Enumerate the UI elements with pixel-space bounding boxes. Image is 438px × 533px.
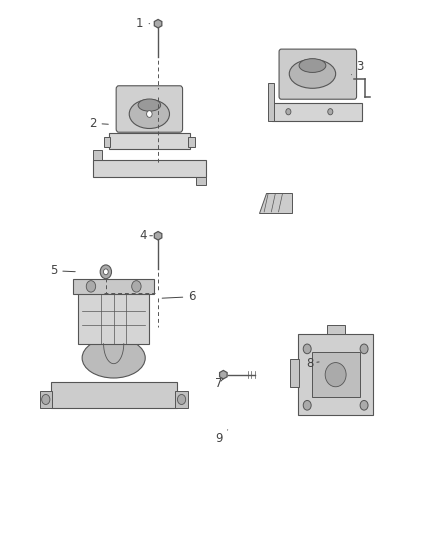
- Bar: [40, 391, 52, 408]
- Bar: [290, 359, 299, 387]
- Text: 7: 7: [215, 377, 223, 390]
- Ellipse shape: [299, 59, 326, 72]
- Circle shape: [360, 400, 368, 410]
- Text: 5: 5: [50, 264, 75, 277]
- Ellipse shape: [82, 338, 145, 378]
- Bar: [327, 325, 345, 334]
- Bar: [93, 160, 206, 177]
- Circle shape: [42, 394, 50, 405]
- Text: 1: 1: [136, 17, 150, 30]
- Text: 8: 8: [307, 357, 319, 369]
- Bar: [176, 391, 187, 408]
- FancyBboxPatch shape: [279, 49, 357, 99]
- Circle shape: [303, 344, 311, 354]
- Bar: [50, 382, 177, 408]
- Circle shape: [286, 109, 291, 115]
- Bar: [73, 279, 154, 294]
- Bar: [104, 138, 110, 148]
- Polygon shape: [154, 231, 162, 240]
- Ellipse shape: [138, 99, 161, 111]
- Bar: [109, 133, 190, 149]
- Circle shape: [103, 269, 108, 274]
- Circle shape: [303, 400, 311, 410]
- Bar: [272, 103, 361, 120]
- Circle shape: [147, 111, 152, 117]
- Text: 9: 9: [215, 430, 228, 446]
- Text: 4: 4: [140, 229, 152, 242]
- Bar: [93, 150, 102, 160]
- Circle shape: [328, 109, 333, 115]
- Bar: [196, 177, 206, 185]
- Bar: [298, 334, 373, 415]
- Bar: [188, 138, 195, 148]
- Text: 2: 2: [89, 117, 108, 130]
- Ellipse shape: [325, 362, 346, 387]
- Polygon shape: [259, 193, 292, 213]
- FancyBboxPatch shape: [116, 86, 183, 132]
- Ellipse shape: [289, 59, 336, 88]
- Circle shape: [177, 394, 186, 405]
- Circle shape: [132, 281, 141, 292]
- Bar: [78, 289, 149, 344]
- Polygon shape: [219, 370, 227, 379]
- Text: 3: 3: [352, 60, 364, 75]
- Bar: [312, 352, 360, 397]
- Polygon shape: [154, 19, 162, 28]
- Circle shape: [86, 281, 95, 292]
- Circle shape: [100, 265, 112, 279]
- Text: 6: 6: [162, 290, 196, 303]
- Bar: [268, 83, 274, 120]
- Ellipse shape: [129, 100, 170, 128]
- Circle shape: [360, 344, 368, 354]
